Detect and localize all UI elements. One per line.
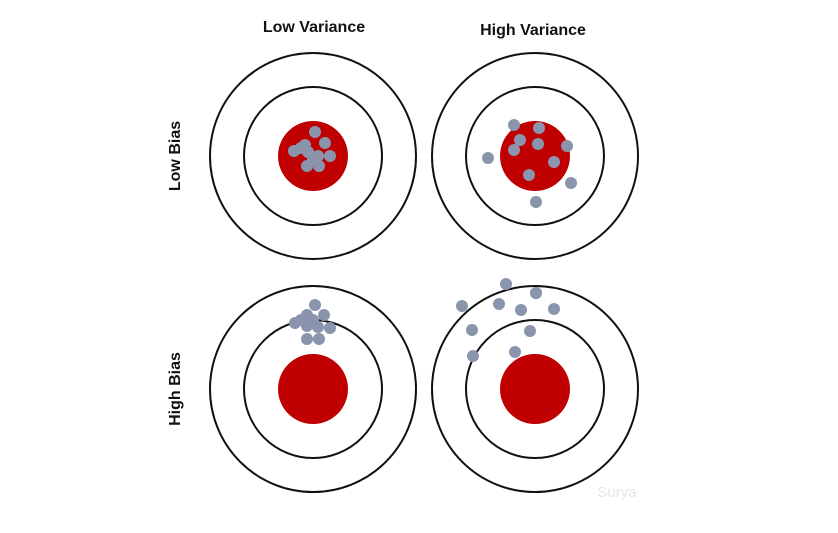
shot-dot	[533, 122, 545, 134]
row-label-low-bias: Low Bias	[167, 121, 184, 191]
shot-dot	[313, 333, 325, 345]
shot-dot	[515, 304, 527, 316]
shot-dot	[324, 150, 336, 162]
shot-dot	[295, 142, 307, 154]
shot-dot	[565, 177, 577, 189]
row-label-high-bias: High Bias	[167, 352, 184, 426]
inner-ring	[465, 319, 605, 459]
shot-dot	[324, 322, 336, 334]
outer-ring	[209, 52, 417, 260]
column-label-low-variance: Low Variance	[263, 19, 365, 36]
outer-ring	[431, 52, 639, 260]
shot-dot	[307, 314, 319, 326]
shot-dot	[530, 287, 542, 299]
shot-dot	[295, 314, 307, 326]
bullseye	[278, 354, 348, 424]
shot-dot	[523, 169, 535, 181]
shot-dot	[309, 126, 321, 138]
target-low-bias-high-variance	[431, 52, 639, 260]
shot-dot	[561, 140, 573, 152]
target-high-bias-high-variance	[431, 278, 639, 493]
shot-dot	[508, 144, 520, 156]
shot-dot	[509, 346, 521, 358]
shot-dot	[514, 134, 526, 146]
shot-dot	[307, 154, 319, 166]
outer-ring	[431, 285, 639, 493]
outer-ring	[209, 285, 417, 493]
column-label-high-variance: High Variance	[480, 22, 586, 39]
target-high-bias-low-variance	[209, 285, 417, 493]
shot-dot	[456, 300, 468, 312]
shot-dot	[301, 333, 313, 345]
shot-dot	[466, 324, 478, 336]
shot-dot	[309, 299, 321, 311]
shot-dot	[318, 309, 330, 321]
shot-dot	[319, 137, 331, 149]
shot-dot	[493, 298, 505, 310]
shot-dot	[508, 119, 520, 131]
watermark: Surya	[597, 484, 637, 501]
shot-dot	[548, 303, 560, 315]
target-low-bias-low-variance	[209, 52, 417, 260]
shot-dot	[524, 325, 536, 337]
shot-dot	[530, 196, 542, 208]
shot-dot	[500, 278, 512, 290]
shot-dot	[482, 152, 494, 164]
bullseye	[500, 354, 570, 424]
shot-dot	[548, 156, 560, 168]
inner-ring	[243, 86, 383, 226]
shot-dot	[532, 138, 544, 150]
shot-dot	[467, 350, 479, 362]
inner-ring	[465, 86, 605, 226]
